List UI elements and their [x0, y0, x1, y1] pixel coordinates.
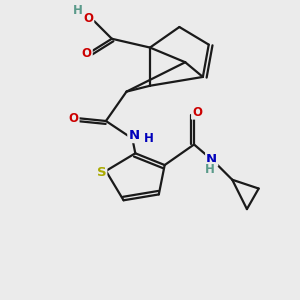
Text: H: H	[205, 163, 215, 176]
Text: O: O	[192, 106, 202, 119]
Text: S: S	[97, 166, 106, 179]
Text: O: O	[83, 12, 93, 25]
Text: O: O	[82, 47, 92, 60]
Text: N: N	[128, 129, 140, 142]
Text: H: H	[144, 132, 154, 145]
Text: N: N	[206, 153, 217, 166]
Text: H: H	[73, 4, 83, 17]
Text: O: O	[69, 112, 79, 124]
